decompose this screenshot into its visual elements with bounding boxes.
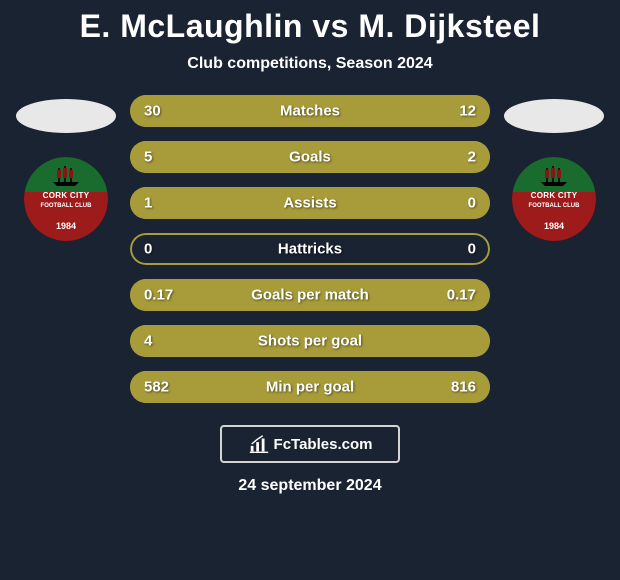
stat-bar-row: 0.17 0.17 Goals per match (130, 279, 490, 311)
page-title: E. McLaughlin vs M. Dijksteel (80, 8, 541, 45)
brand-badge: FcTables.com (220, 425, 400, 463)
bar-value-right: 816 (451, 379, 476, 396)
player-avatar-right (504, 99, 604, 133)
bar-value-left: 30 (144, 103, 161, 120)
club-badge-right: CORK CITY FOOTBALL CLUB 1984 (512, 157, 596, 241)
bar-label: Goals (289, 149, 331, 166)
chart-icon (248, 433, 270, 455)
stat-bar-row: 0 0 Hattricks (130, 233, 490, 265)
stat-bar-row: 5 2 Goals (130, 141, 490, 173)
bar-value-right: 0 (468, 241, 476, 258)
bar-value-left: 5 (144, 149, 152, 166)
bar-value-right: 2 (468, 149, 476, 166)
bar-label: Assists (283, 195, 336, 212)
badge-club-sub: FOOTBALL CLUB (512, 203, 596, 209)
stat-bar-row: 4 Shots per goal (130, 325, 490, 357)
club-badge-left: CORK CITY FOOTBALL CLUB 1984 (24, 157, 108, 241)
stat-bars: 30 12 Matches 5 2 Goals 1 0 Assists 0 0 Hattricks 0.… (130, 95, 490, 403)
badge-club-name: CORK CITY (24, 191, 108, 200)
bar-value-left: 0 (144, 241, 152, 258)
bar-label: Shots per goal (258, 333, 362, 350)
bar-label: Matches (280, 103, 340, 120)
bar-label: Hattricks (278, 241, 342, 258)
bar-value-right: 12 (459, 103, 476, 120)
bar-value-right: 0.17 (447, 287, 476, 304)
bar-label: Min per goal (266, 379, 354, 396)
footer-date: 24 september 2024 (238, 477, 381, 495)
right-player-column: CORK CITY FOOTBALL CLUB 1984 (504, 95, 604, 241)
page-subtitle: Club competitions, Season 2024 (187, 55, 432, 73)
ship-icon (51, 164, 81, 186)
stat-bar-row: 30 12 Matches (130, 95, 490, 127)
badge-year: 1984 (24, 221, 108, 231)
bar-value-left: 582 (144, 379, 169, 396)
main-row: CORK CITY FOOTBALL CLUB 1984 3012Matches… (0, 95, 620, 403)
bar-value-right: 0 (468, 195, 476, 212)
comparison-card: E. McLaughlin vs M. Dijksteel Club compe… (0, 0, 620, 580)
badge-year: 1984 (512, 221, 596, 231)
badge-club-sub: FOOTBALL CLUB (24, 203, 108, 209)
bar-value-left: 1 (144, 195, 152, 212)
player-avatar-left (16, 99, 116, 133)
brand-text: FcTables.com (274, 436, 373, 453)
bar-value-left: 0.17 (144, 287, 173, 304)
stat-bar-row: 1 0 Assists (130, 187, 490, 219)
bar-value-left: 4 (144, 333, 152, 350)
stat-bar-row: 582 816 Min per goal (130, 371, 490, 403)
badge-club-name: CORK CITY (512, 191, 596, 200)
ship-icon (539, 164, 569, 186)
bar-label: Goals per match (251, 287, 369, 304)
left-player-column: CORK CITY FOOTBALL CLUB 1984 (16, 95, 116, 241)
